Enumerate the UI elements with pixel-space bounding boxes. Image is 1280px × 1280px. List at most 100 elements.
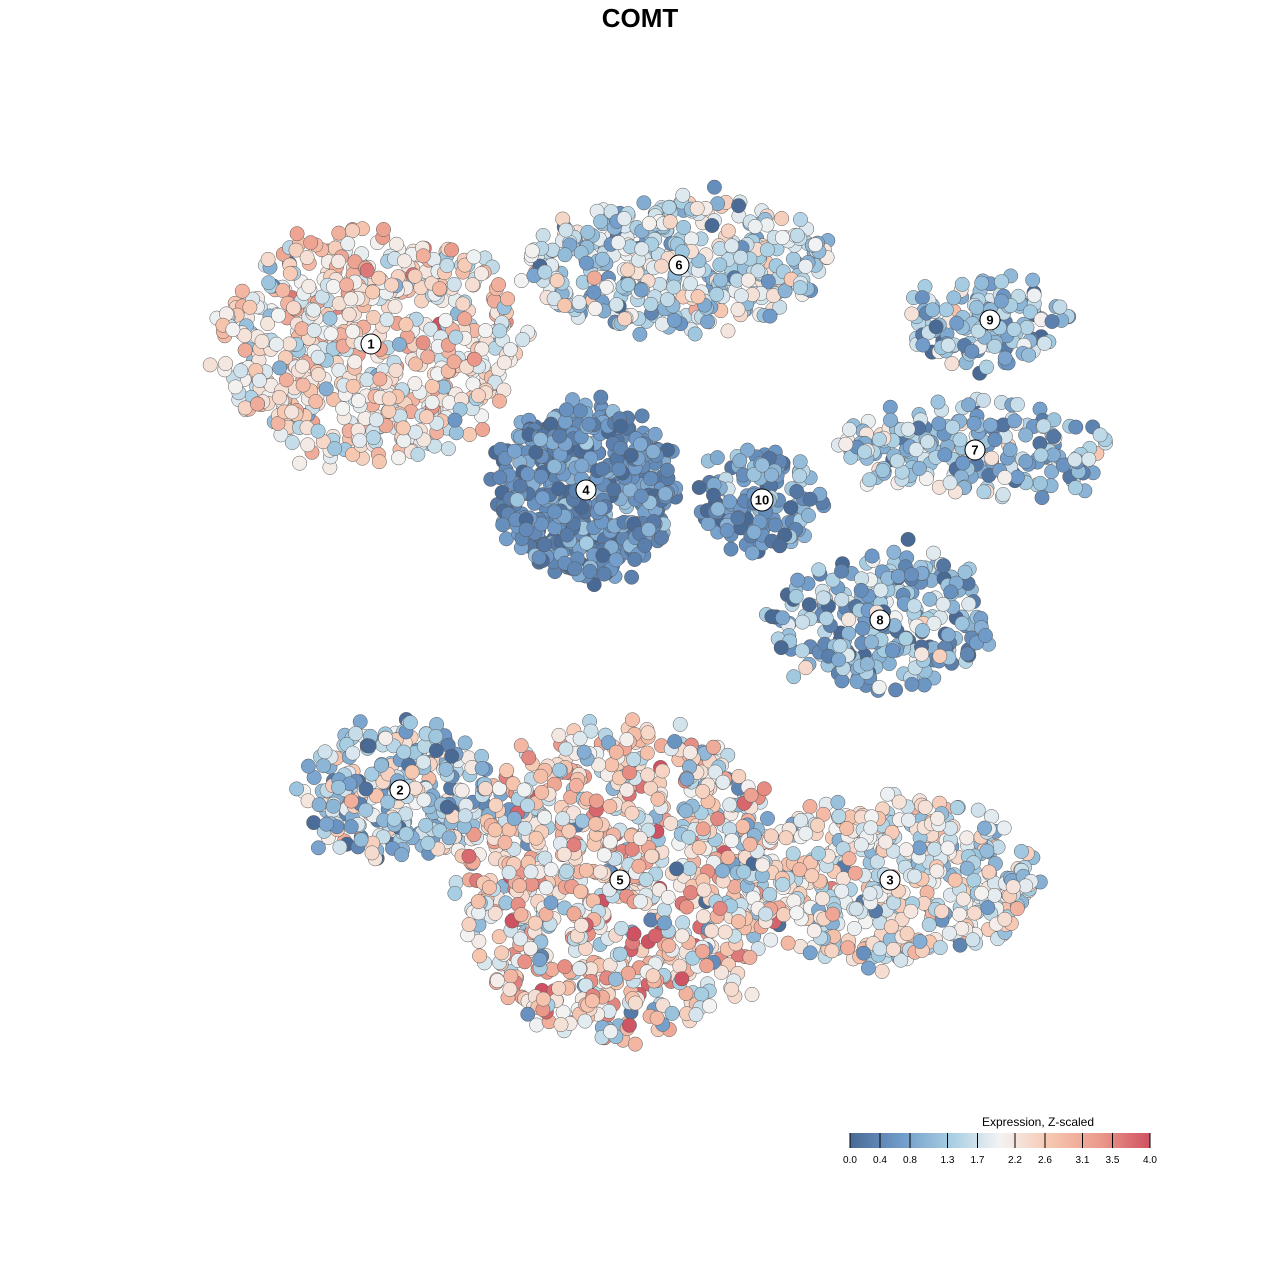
cell-point	[416, 792, 432, 808]
cell-point	[626, 926, 642, 942]
cell-point	[864, 548, 880, 564]
cell-point	[1026, 287, 1042, 303]
cell-point	[760, 811, 775, 826]
cell-point	[806, 923, 822, 939]
cell-point	[289, 226, 305, 242]
cell-point	[720, 850, 736, 865]
cell-point	[720, 323, 736, 339]
cell-point	[418, 817, 434, 833]
cell-point	[359, 372, 375, 388]
cell-point	[965, 932, 981, 948]
cell-point	[624, 712, 640, 728]
cell-point	[871, 679, 887, 695]
cell-point	[306, 815, 322, 831]
cell-point	[1009, 901, 1025, 917]
cell-point	[339, 277, 355, 293]
cell-point	[327, 441, 343, 457]
cell-point	[572, 961, 588, 977]
cell-point	[1046, 429, 1062, 445]
cell-point	[924, 302, 940, 318]
cell-point	[501, 865, 517, 881]
cell-point	[492, 323, 508, 339]
cell-point	[815, 590, 831, 606]
legend-tick-layer: 0.0 0.4 0.8 1.3 1.7 2.2 2.6 3.1 3.5 4.0	[843, 1133, 1157, 1166]
cell-point	[371, 270, 387, 286]
cell-point	[974, 275, 990, 291]
cell-point	[700, 314, 716, 330]
cell-point	[997, 911, 1013, 927]
cell-point	[660, 889, 676, 905]
cell-point	[691, 480, 707, 495]
cell-point	[487, 822, 503, 838]
cell-point	[402, 715, 418, 731]
cell-point	[763, 932, 779, 948]
cell-point	[520, 466, 536, 482]
cell-point	[742, 836, 758, 852]
cluster-label-1: 1	[360, 333, 382, 355]
cell-point	[467, 351, 482, 367]
color-legend: Expression, Z-scaled 0.0 0.4 0.8 1.3 1.7 2.2 2…	[843, 1115, 1157, 1166]
cell-point	[674, 928, 690, 944]
cell-point	[556, 846, 572, 862]
cell-point	[495, 517, 511, 533]
cell-point	[386, 811, 402, 827]
cell-point	[724, 833, 740, 849]
cell-point	[810, 817, 826, 833]
cluster-label-text: 3	[886, 873, 893, 888]
cell-point	[762, 308, 778, 324]
cell-point	[869, 854, 885, 870]
cell-point	[568, 777, 584, 793]
cell-point	[496, 355, 512, 371]
cell-point	[831, 808, 847, 824]
cell-point	[969, 299, 985, 315]
cell-point	[688, 1007, 704, 1023]
cell-point	[863, 634, 879, 650]
cell-point	[517, 820, 533, 836]
cell-point	[455, 296, 471, 312]
cell-point	[521, 750, 537, 766]
cell-point	[593, 500, 609, 516]
cell-point	[1092, 427, 1108, 443]
cell-point	[507, 443, 522, 459]
cell-point	[1002, 442, 1018, 458]
cell-point	[695, 943, 711, 959]
cell-point	[798, 825, 814, 841]
cell-point	[499, 763, 515, 778]
cell-point	[640, 767, 656, 783]
cell-point	[689, 200, 705, 216]
cell-point	[1013, 843, 1029, 859]
cell-point	[789, 905, 805, 921]
cell-point	[513, 738, 529, 754]
cell-point	[930, 394, 946, 410]
cell-point	[959, 646, 975, 662]
cell-point	[961, 596, 977, 612]
cell-point	[644, 848, 660, 864]
cell-point	[306, 322, 322, 338]
cell-point	[358, 781, 374, 797]
cell-point	[535, 228, 551, 243]
cell-point	[744, 545, 760, 561]
cell-point	[242, 299, 258, 315]
cell-point	[775, 610, 791, 626]
cell-point	[481, 880, 497, 895]
cell-point	[461, 917, 477, 933]
cell-point	[278, 372, 294, 388]
cell-point	[912, 840, 928, 856]
cell-point	[899, 926, 915, 942]
cell-point	[839, 821, 855, 836]
cell-point	[446, 276, 462, 292]
cell-point	[574, 458, 590, 474]
cell-point	[535, 991, 551, 1007]
cell-point	[957, 564, 973, 580]
cell-point	[802, 945, 818, 961]
cell-point	[683, 885, 699, 901]
cell-point	[588, 816, 604, 832]
cell-point	[537, 850, 553, 866]
cell-point	[325, 279, 341, 295]
cell-point	[802, 799, 818, 815]
cell-point	[722, 797, 738, 813]
cell-point	[448, 329, 464, 345]
cell-point	[299, 250, 315, 265]
cell-point	[691, 840, 707, 856]
cell-point	[613, 920, 629, 936]
